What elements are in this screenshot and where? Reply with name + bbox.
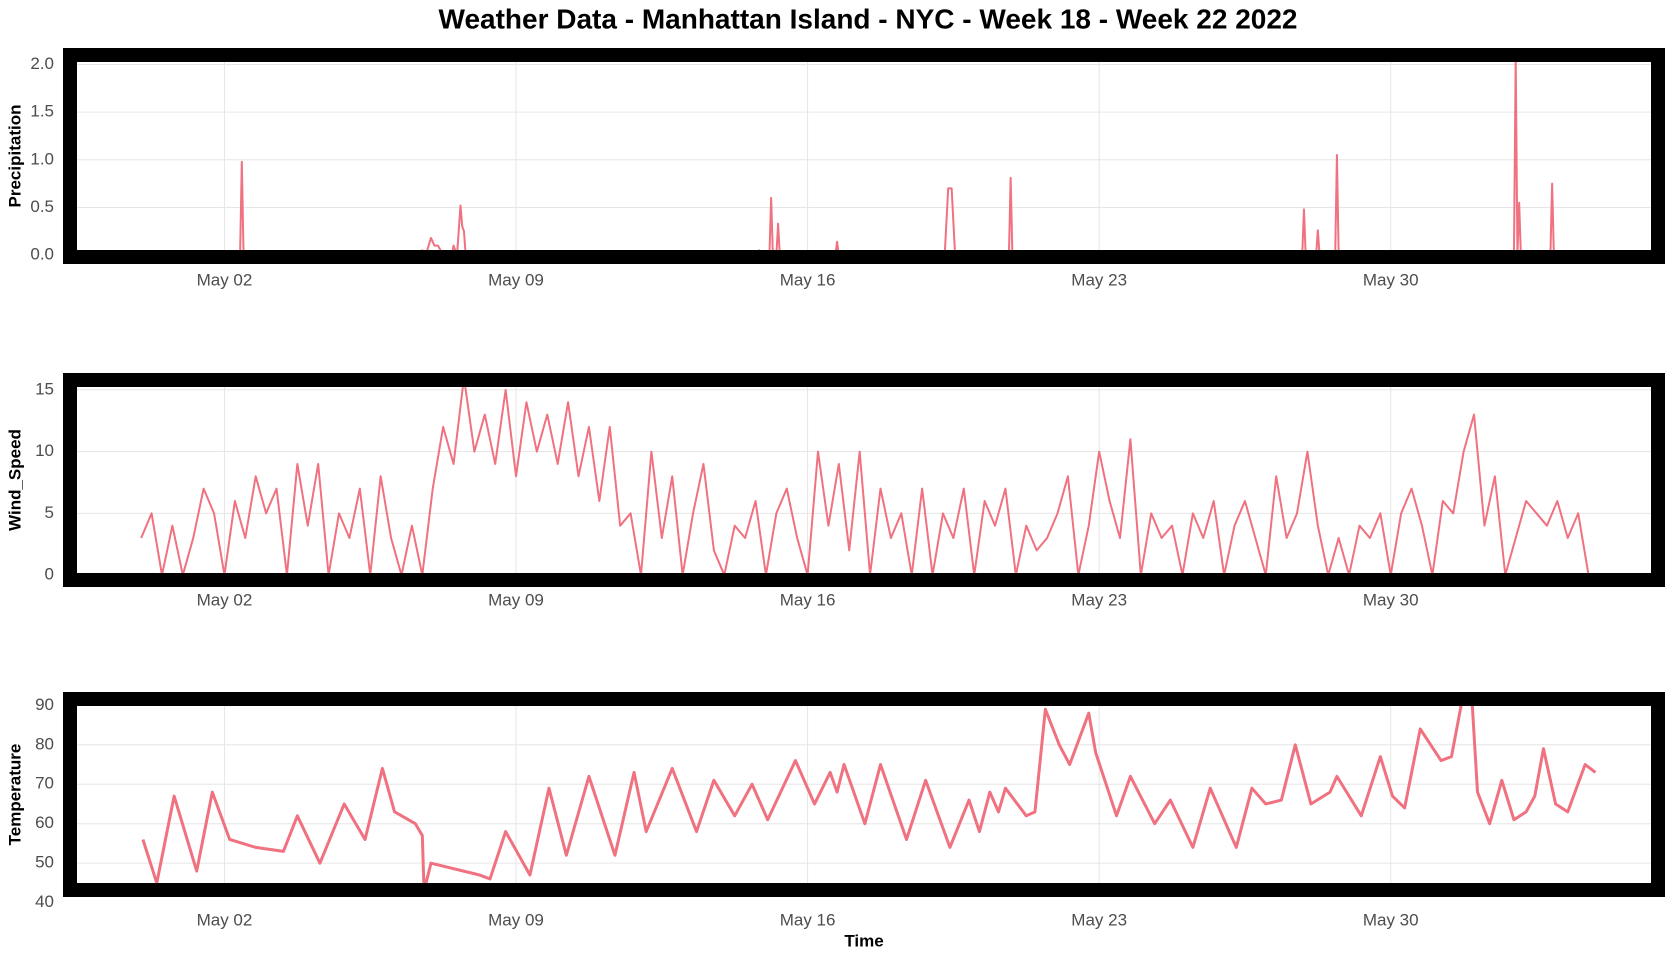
- x-tick-label: May 30: [1363, 270, 1419, 289]
- y-tick-label: 70: [35, 774, 54, 793]
- x-tick-label: May 09: [488, 590, 544, 609]
- y-tick-label: 1.5: [30, 102, 54, 121]
- y-tick-label: 0.5: [30, 197, 54, 216]
- y-axis-title: Wind_Speed: [5, 429, 24, 531]
- x-tick-label: May 02: [197, 910, 253, 929]
- y-tick-label: 2.0: [30, 54, 54, 73]
- data-line: [141, 699, 1597, 890]
- y-tick-label: 1.0: [30, 149, 54, 168]
- y-tick-label: 15: [35, 379, 54, 398]
- y-tick-label: 10: [35, 441, 54, 460]
- y-tick-label: 0: [45, 565, 54, 584]
- y-axis-title: Precipitation: [5, 105, 24, 208]
- y-tick-label: 40: [35, 892, 54, 911]
- x-tick-label: May 30: [1363, 910, 1419, 929]
- x-tick-label: May 23: [1071, 270, 1127, 289]
- data-line: [141, 55, 1596, 257]
- panel-border: [63, 373, 1665, 587]
- y-tick-label: 60: [35, 813, 54, 832]
- x-tick-label: May 09: [488, 270, 544, 289]
- x-axis-title: Time: [844, 931, 883, 950]
- x-tick-label: May 02: [197, 590, 253, 609]
- y-tick-label: 80: [35, 734, 54, 753]
- x-tick-label: May 16: [780, 910, 836, 929]
- x-tick-label: May 23: [1071, 910, 1127, 929]
- x-tick-label: May 02: [197, 270, 253, 289]
- panel-border: [63, 48, 1665, 264]
- chart-title: Weather Data - Manhattan Island - NYC - …: [439, 3, 1298, 34]
- data-line: [140, 380, 1590, 577]
- panel-border: [63, 692, 1665, 897]
- y-tick-label: 50: [35, 853, 54, 872]
- y-tick-label: 90: [35, 695, 54, 714]
- x-tick-label: May 23: [1071, 590, 1127, 609]
- x-tick-label: May 16: [780, 270, 836, 289]
- y-axis-title: Temperature: [5, 744, 24, 846]
- x-tick-label: May 30: [1363, 590, 1419, 609]
- x-tick-label: May 16: [780, 590, 836, 609]
- y-tick-label: 5: [45, 503, 54, 522]
- y-tick-label: 0.0: [30, 245, 54, 264]
- x-tick-label: May 09: [488, 910, 544, 929]
